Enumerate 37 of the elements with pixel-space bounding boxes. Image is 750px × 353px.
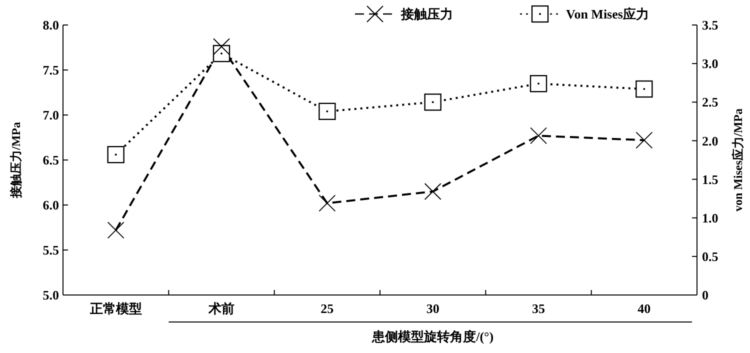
y2-tick-label: 0 — [702, 288, 708, 303]
legend-label: 接触压力 — [400, 6, 453, 22]
x-tick-label: 30 — [426, 301, 440, 316]
point — [107, 146, 124, 164]
point — [530, 127, 547, 144]
y-tick-label: 5.0 — [42, 288, 59, 303]
point — [213, 38, 230, 56]
y2-tick-label: 0.5 — [702, 248, 719, 264]
y-tick-label: 8.0 — [42, 18, 59, 33]
y2-tick-label: 1.0 — [702, 210, 718, 226]
point — [424, 94, 442, 111]
x-tick-label: 35 — [532, 301, 546, 316]
y-tick-label: 6.5 — [42, 152, 60, 168]
x-tick-label: 术前 — [208, 301, 234, 316]
y-tick-label: 7.0 — [42, 108, 59, 123]
x-tick-label: 25 — [320, 301, 334, 316]
y2-tick-label: 2.5 — [702, 94, 719, 110]
point — [107, 222, 124, 239]
y-tick-label: 6.0 — [42, 198, 59, 213]
y2-tick-label: 3.0 — [702, 56, 718, 72]
point — [636, 80, 653, 98]
x-tick-label: 正常模型 — [88, 301, 142, 316]
y-tick-label: 7.5 — [42, 62, 60, 78]
y2-tick-label: 1.5 — [702, 172, 719, 187]
y-axis-title: 接触压力/MPa — [9, 122, 23, 199]
y2-tick-label: 3.5 — [702, 18, 719, 33]
legend-label: Von Mises应力 — [566, 6, 649, 22]
point — [424, 183, 442, 200]
point — [318, 194, 336, 212]
point — [530, 75, 548, 92]
point — [636, 132, 653, 149]
x-axis-title: 患侧模型旋转角度/(°) — [371, 329, 494, 344]
point — [318, 102, 336, 120]
x-tick-label: 40 — [638, 301, 651, 316]
y2-tick-label: 2.0 — [702, 133, 718, 148]
y-tick-label: 5.5 — [42, 242, 60, 258]
y2-axis-title: von Mises应力/MPa — [731, 108, 745, 212]
